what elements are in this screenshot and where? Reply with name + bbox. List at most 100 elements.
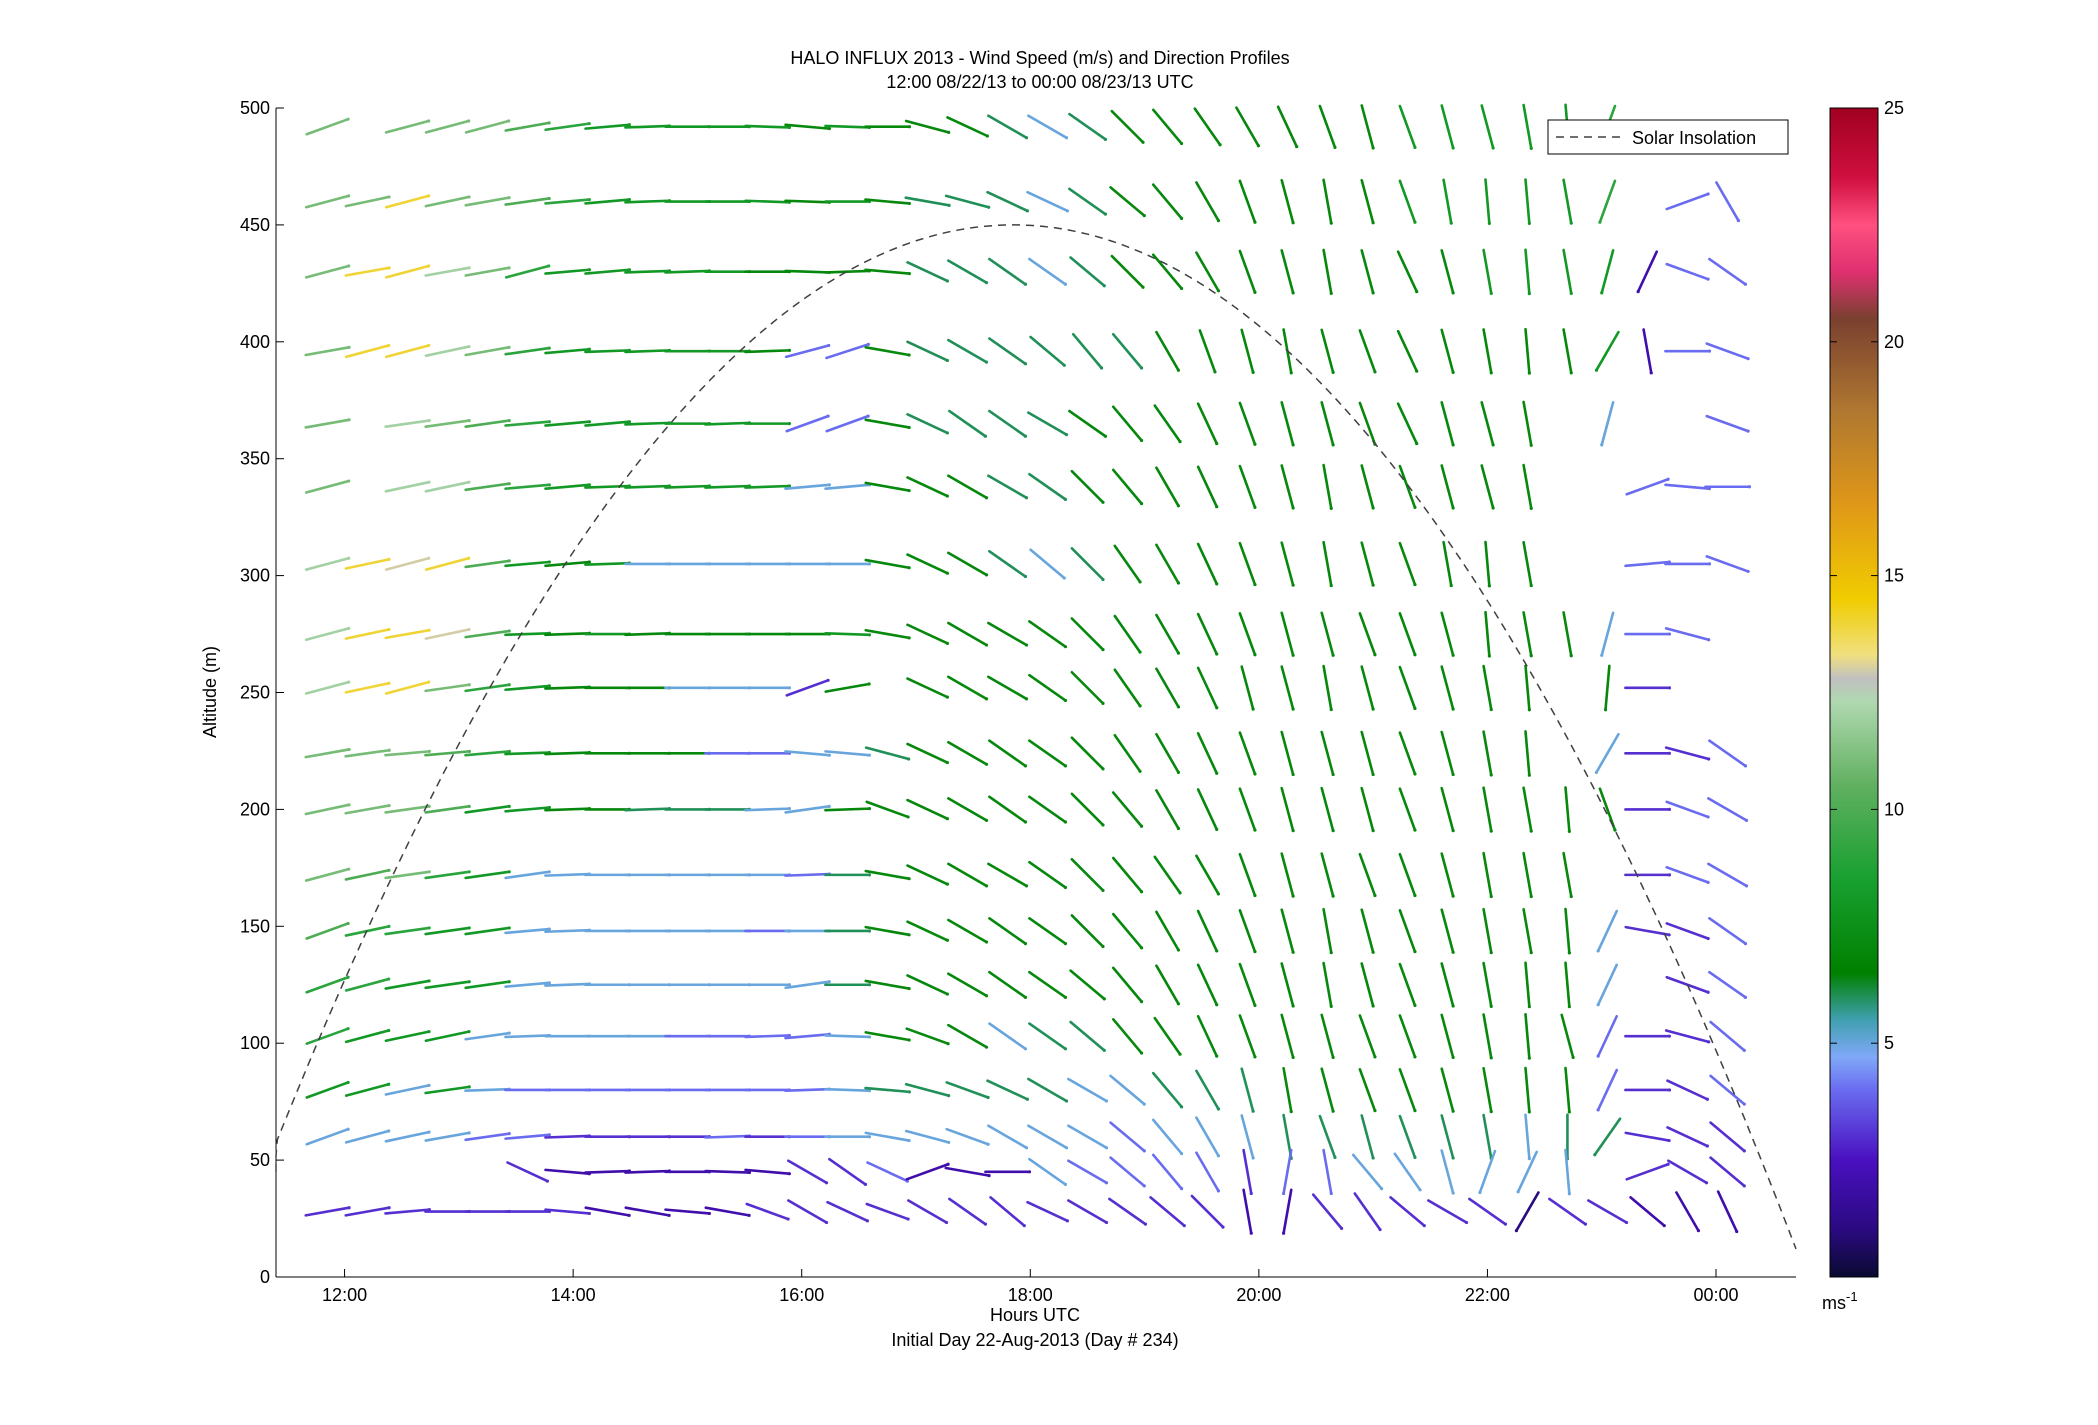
wind-vector-head (547, 121, 551, 125)
wind-vector-head (467, 749, 471, 753)
wind-vector (866, 1161, 909, 1183)
wind-vector-head (547, 560, 551, 564)
wind-vector (1398, 1014, 1417, 1059)
wind-vector-head (1378, 1227, 1382, 1232)
wind-vector (1482, 1013, 1493, 1060)
wind-vector-head (1373, 1109, 1377, 1113)
wind-vector (824, 269, 871, 274)
wind-vector (1398, 731, 1417, 776)
wind-vector-head (1527, 708, 1531, 712)
y-tick-label: 300 (240, 566, 270, 586)
wind-vector-head (984, 1045, 989, 1049)
wind-vector (904, 196, 951, 207)
wind-vector-head (945, 641, 949, 645)
wind-vector-head (985, 134, 989, 138)
wind-vector (744, 484, 791, 489)
wind-vector-head (1063, 995, 1068, 999)
wind-vector-head (1451, 1109, 1455, 1113)
wind-vector (1282, 1148, 1293, 1195)
wind-vector-head (1449, 221, 1453, 225)
wind-vector-head (507, 870, 511, 874)
wind-vector (787, 1159, 828, 1185)
wind-vector (1484, 540, 1491, 588)
wind-vector (906, 677, 949, 699)
wind-vector (1440, 1013, 1455, 1059)
wind-vector (864, 925, 911, 937)
wind-vector (1482, 961, 1493, 1008)
wind-vector-head (507, 266, 511, 270)
wind-vector-head (1064, 136, 1069, 140)
wind-vector-head (1101, 767, 1105, 771)
wind-vector (944, 1166, 991, 1177)
wind-vector (464, 559, 511, 569)
wind-vector (544, 420, 591, 427)
wind-vector-head (1373, 653, 1377, 657)
wind-vector (1280, 786, 1295, 832)
wind-vector (344, 628, 391, 640)
wind-vector-head (1329, 221, 1333, 225)
wind-vector-head (387, 195, 391, 199)
wind-vector (1358, 852, 1377, 897)
wind-vector (1440, 962, 1455, 1008)
wind-vector (988, 970, 1027, 999)
wind-vector-head (507, 980, 511, 984)
wind-vector (1068, 409, 1107, 438)
wind-vector (305, 975, 350, 994)
wind-vector-head (1666, 477, 1670, 481)
wind-vector-head (1142, 214, 1146, 218)
wind-vector-head (1179, 1187, 1184, 1191)
wind-vector-head (1215, 1054, 1219, 1058)
wind-vector (1596, 1068, 1619, 1112)
wind-vector (824, 807, 871, 812)
wind-vector-head (1024, 136, 1029, 140)
wind-vector (1398, 612, 1417, 657)
wind-vector-head (1023, 764, 1028, 768)
wind-vector-head (945, 817, 949, 821)
wind-vector (1600, 611, 1615, 657)
wind-vector (1109, 1121, 1146, 1153)
wind-vector (1665, 922, 1710, 940)
wind-vector-head (826, 414, 830, 418)
wind-vector (1238, 962, 1257, 1007)
wind-vector (424, 683, 471, 693)
wind-vector (947, 474, 988, 500)
wind-vector (1242, 1148, 1253, 1195)
wind-vector (304, 867, 350, 882)
wind-vector-head (984, 940, 989, 944)
wind-vector-head (1371, 221, 1375, 225)
wind-vector-head (1331, 829, 1335, 833)
wind-vector (424, 628, 471, 640)
wind-vector (624, 349, 671, 354)
wind-vector (988, 795, 1027, 824)
wind-vector-head (467, 418, 471, 423)
wind-vector-head (1215, 441, 1219, 446)
wind-vector-head (347, 680, 351, 684)
wind-vector-head (984, 573, 989, 577)
wind-vector-head (1179, 286, 1184, 291)
wind-vector (1515, 1191, 1540, 1232)
wind-vector-head (945, 358, 949, 363)
wind-vector-head (1101, 648, 1105, 652)
wind-vector (304, 264, 350, 279)
wind-vector (1624, 560, 1671, 568)
wind-vector (1155, 466, 1180, 508)
wind-vector-head (1527, 1056, 1531, 1060)
wind-vector-head (1291, 1004, 1295, 1008)
wind-vector (544, 483, 591, 490)
wind-vector-head (427, 119, 431, 123)
wind-vector (988, 257, 1027, 286)
wind-vector (826, 1200, 869, 1223)
wind-vector-head (1063, 1182, 1068, 1187)
wind-vector (544, 928, 591, 934)
wind-vector (1109, 1156, 1146, 1188)
wind-vector (1440, 249, 1455, 295)
wind-vector (824, 631, 871, 637)
wind-vector (424, 980, 471, 990)
wind-vector-head (1371, 829, 1375, 833)
wind-vector (988, 549, 1027, 578)
wind-vector (1318, 1114, 1337, 1159)
wind-vector-head (1527, 1157, 1531, 1161)
wind-vector-head (1216, 1154, 1221, 1158)
wind-vector-head (1413, 950, 1417, 954)
wind-vector (1113, 668, 1142, 708)
